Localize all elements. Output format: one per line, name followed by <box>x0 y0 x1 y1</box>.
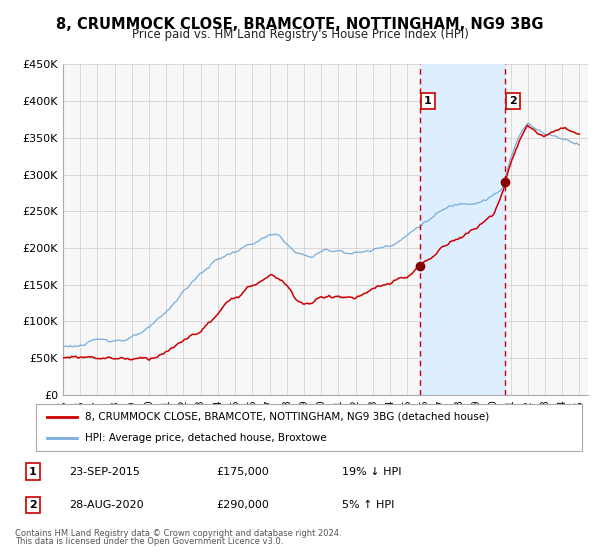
Text: HPI: Average price, detached house, Broxtowe: HPI: Average price, detached house, Brox… <box>85 433 327 444</box>
Text: Contains HM Land Registry data © Crown copyright and database right 2024.: Contains HM Land Registry data © Crown c… <box>15 529 341 538</box>
Text: 2: 2 <box>509 96 517 106</box>
Text: 5% ↑ HPI: 5% ↑ HPI <box>342 500 394 510</box>
Text: £290,000: £290,000 <box>216 500 269 510</box>
Text: £175,000: £175,000 <box>216 466 269 477</box>
Text: 1: 1 <box>29 466 37 477</box>
Text: 19% ↓ HPI: 19% ↓ HPI <box>342 466 401 477</box>
Text: 2: 2 <box>29 500 37 510</box>
Text: 28-AUG-2020: 28-AUG-2020 <box>69 500 143 510</box>
Bar <box>420 64 505 395</box>
Text: 1: 1 <box>424 96 432 106</box>
Text: 8, CRUMMOCK CLOSE, BRAMCOTE, NOTTINGHAM, NG9 3BG (detached house): 8, CRUMMOCK CLOSE, BRAMCOTE, NOTTINGHAM,… <box>85 412 490 422</box>
Text: 8, CRUMMOCK CLOSE, BRAMCOTE, NOTTINGHAM, NG9 3BG: 8, CRUMMOCK CLOSE, BRAMCOTE, NOTTINGHAM,… <box>56 17 544 32</box>
Text: 23-SEP-2015: 23-SEP-2015 <box>69 466 140 477</box>
Text: This data is licensed under the Open Government Licence v3.0.: This data is licensed under the Open Gov… <box>15 537 283 546</box>
Text: Price paid vs. HM Land Registry's House Price Index (HPI): Price paid vs. HM Land Registry's House … <box>131 28 469 41</box>
